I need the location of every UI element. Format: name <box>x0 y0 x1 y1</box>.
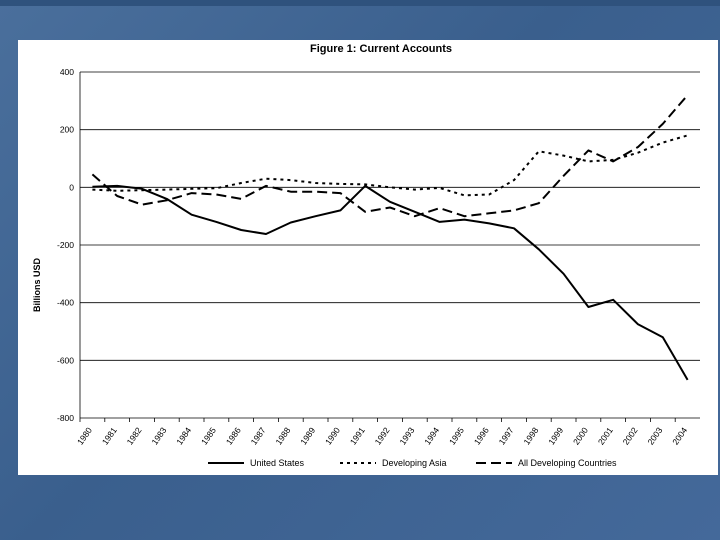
x-tick-label: 1998 <box>521 425 540 446</box>
y-tick-label: -400 <box>57 298 74 308</box>
series-layer <box>91 94 689 381</box>
x-tick-label: 1980 <box>75 425 94 446</box>
x-tick-label: 1997 <box>497 425 516 446</box>
legend-label: All Developing Countries <box>518 458 617 468</box>
x-tick-label: 2003 <box>645 425 664 446</box>
legend-label: Developing Asia <box>382 458 447 468</box>
legend-label: United States <box>250 458 305 468</box>
x-tick-label: 1983 <box>149 425 168 446</box>
y-tick-label: -800 <box>57 413 74 423</box>
series-line-developing-asia <box>92 134 688 197</box>
y-axis-label: Billions USD <box>32 258 42 313</box>
slide-top-stripe <box>0 0 720 6</box>
x-tick-label: 1981 <box>100 425 119 446</box>
x-tick-label: 1996 <box>472 425 491 446</box>
x-tick-label: 1982 <box>125 425 144 446</box>
series-line-all-developing-countries <box>91 94 689 218</box>
legend: United States Developing Asia All Developi… <box>208 458 617 468</box>
grid-layer <box>80 71 700 419</box>
x-tick-label: 1994 <box>422 425 441 446</box>
x-tick-label: 2002 <box>621 425 640 446</box>
x-tick-label: 1989 <box>298 425 317 446</box>
x-tick-label: 1995 <box>447 425 466 446</box>
x-tick-label: 1991 <box>348 425 367 446</box>
y-tick-label: 400 <box>60 67 74 77</box>
x-tick-label: 1986 <box>224 425 243 446</box>
current-accounts-chart: Figure 1: Current Accounts Billions USD … <box>32 43 700 468</box>
x-tick-label: 1985 <box>199 425 218 446</box>
chart-panel: Figure 1: Current Accounts Billions USD … <box>18 40 718 475</box>
x-tick-label: 1992 <box>373 425 392 446</box>
y-tick-label: -200 <box>57 240 74 250</box>
x-tick-label: 1993 <box>397 425 416 446</box>
series-line-united-states <box>92 184 689 381</box>
x-tick-label: 2000 <box>571 425 590 446</box>
y-tick-label: 200 <box>60 125 74 135</box>
x-tick-label: 1984 <box>174 425 193 446</box>
x-tick-label: 2001 <box>596 425 615 446</box>
y-tick-label: 0 <box>69 182 74 192</box>
y-tick-label: -600 <box>57 355 74 365</box>
x-tick-label: 2004 <box>670 425 689 446</box>
x-tick-label: 1988 <box>273 425 292 446</box>
x-tick-label: 1987 <box>249 425 268 446</box>
x-tick-label: 1999 <box>546 425 565 446</box>
chart-title: Figure 1: Current Accounts <box>310 43 452 55</box>
x-tick-label: 1990 <box>323 425 342 446</box>
